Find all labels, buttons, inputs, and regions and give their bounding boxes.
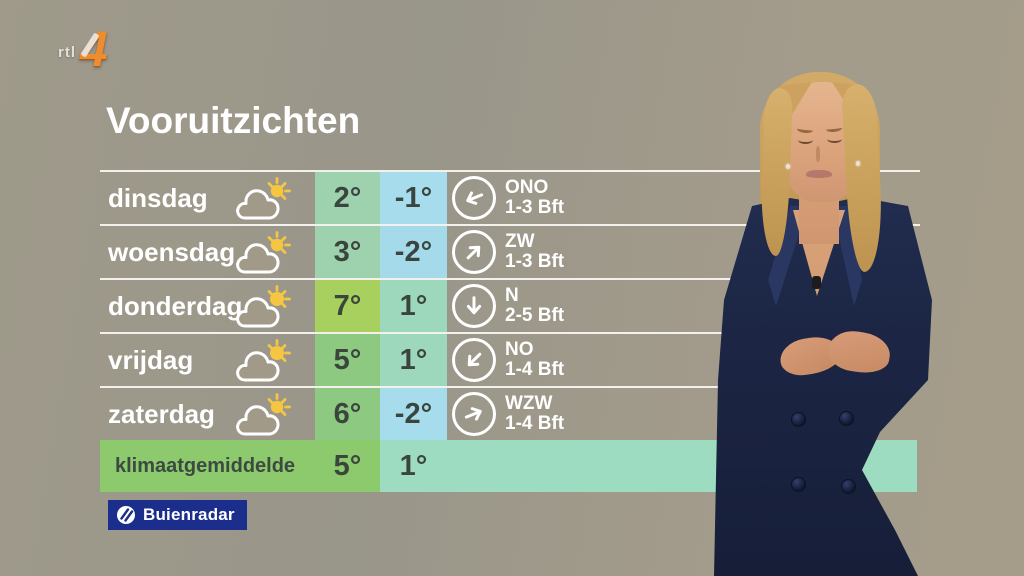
forecast-row-zaterdag: zaterdag 6° -2° [100,386,920,440]
day-label: vrijdag [108,345,194,375]
max-temp-cell: 6° [315,388,380,440]
climate-average-label: klimaatgemiddelde [115,455,296,477]
forecast-row-donderdag: donderdag 7° 1° [100,278,920,332]
wind-force-label: 1-3 Bft [505,197,565,218]
climate-min-temp: 1° [399,449,428,482]
max-temp-cell: 7° [315,280,380,332]
min-temp-cell: 1° [380,334,447,386]
forecast-row-vrijdag: vrijdag 5° 1° [100,332,920,386]
wind-direction-label: WZW [505,393,553,414]
wind-direction-label: NO [505,339,534,360]
lapel-microphone [812,276,821,289]
coat-button [791,412,806,427]
wind-force-label: 1-4 Bft [505,413,565,434]
max-temp-cell: 3° [315,226,380,278]
earring [856,161,860,166]
weather-presenter [640,70,1024,576]
day-label: donderdag [108,291,243,321]
wind-direction-icon [452,392,496,436]
wind-info: NO 1-4 Bft [452,338,564,382]
wind-text: WZW 1-4 Bft [505,394,564,434]
mouth [806,170,832,178]
climate-band-green [100,440,380,492]
wind-direction-label: ONO [505,177,549,198]
nose [816,146,820,162]
buienradar-logo: Buienradar [108,500,247,530]
wind-direction-icon [452,284,496,328]
wind-direction-label: N [505,285,519,306]
buienradar-label: Buienradar [143,505,235,524]
wind-text: NO 1-4 Bft [505,340,564,380]
partly-cloudy-icon [222,175,300,223]
min-temp-cell: -2° [380,388,447,440]
wind-force-label: 2-5 Bft [505,305,565,326]
day-label: woensdag [108,237,236,267]
max-temp-cell: 2° [315,172,380,224]
wind-text: ZW 1-3 Bft [505,232,564,272]
buienradar-icon [117,506,135,524]
partly-cloudy-icon [222,283,300,331]
partly-cloudy-icon [222,337,300,385]
wind-info: ZW 1-3 Bft [452,230,564,274]
forecast-row-woensdag: woensdag 3° -2° [100,224,920,278]
forecast-row-dinsdag: dinsdag 2° -1° [100,170,920,224]
wind-info: WZW 1-4 Bft [452,392,564,436]
max-temp-cell: 5° [315,334,380,386]
rtl4-logo: rtl 4 [58,21,128,88]
coat-button [791,477,806,492]
rtl-logo-text: rtl [58,44,76,61]
min-temp-cell: -2° [380,226,447,278]
day-label: dinsdag [108,183,208,213]
wind-force-label: 1-3 Bft [505,251,565,272]
partly-cloudy-icon [222,391,300,439]
day-label: zaterdag [108,399,215,429]
page-title: Vooruitzichten [106,100,361,141]
wind-info: ONO 1-3 Bft [452,176,564,220]
wind-text: ONO 1-3 Bft [505,178,564,218]
wind-text: N 2-5 Bft [505,286,564,326]
wind-info: N 2-5 Bft [452,284,564,328]
climate-max-temp: 5° [333,449,362,482]
forecast-table: dinsdag 2° -1° [100,170,920,440]
earring [786,164,790,169]
wind-direction-icon [452,176,496,220]
wind-direction-label: ZW [505,231,535,252]
eye [827,135,842,143]
wind-direction-icon [452,230,496,274]
eye [798,136,813,144]
min-temp-cell: 1° [380,280,447,332]
coat-button [839,411,854,426]
wind-direction-icon [452,338,496,382]
wind-force-label: 1-4 Bft [505,359,565,380]
min-temp-cell: -1° [380,172,447,224]
partly-cloudy-icon [222,229,300,277]
coat-button [841,479,856,494]
